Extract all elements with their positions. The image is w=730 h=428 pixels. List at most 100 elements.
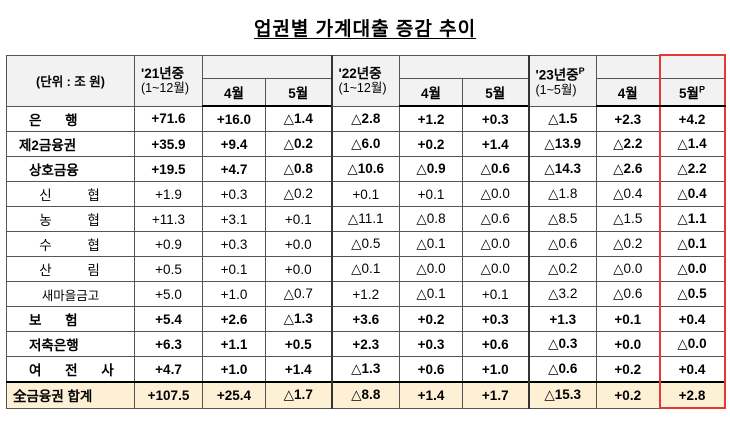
table-cell: +0.2	[596, 356, 660, 383]
table-cell: +16.0	[202, 105, 266, 132]
table-cell: +0.1	[330, 181, 400, 207]
table-cell: +0.3	[202, 181, 266, 207]
header-2022-apr: 4월	[399, 78, 463, 107]
table-cell: △0.6	[462, 156, 529, 182]
table-cell: △8.5	[527, 206, 597, 232]
table-row: 제2금융권 +35.9 +9.4 △0.2 △6.0 +0.2 +1.4 △13.9 △2.2 △…	[6, 131, 726, 157]
table-cell: △0.2	[265, 131, 332, 157]
table-cell: △11.1	[330, 206, 400, 232]
table-cell: +1.2	[330, 281, 400, 307]
table-cell: △1.4	[265, 105, 332, 132]
table-cell: +71.6	[134, 105, 203, 132]
table-cell: △0.3	[527, 331, 597, 357]
table-cell: +0.6	[399, 356, 463, 383]
total-row: 全금융권 합계 +107.5 +25.4 △1.7 △8.8 +1.4 +1.7 △15.3 +…	[6, 381, 726, 409]
table-cell: △1.8	[527, 181, 597, 207]
table-cell: △1.1	[658, 206, 726, 232]
table-cell: △0.6	[527, 356, 597, 383]
table-cell: △13.9	[527, 131, 597, 157]
table-cell: +3.1	[202, 206, 266, 232]
total-cell: +0.2	[596, 381, 660, 409]
table-cell: △0.7	[265, 281, 332, 307]
table-cell: △2.8	[330, 105, 400, 132]
table-cell: +6.3	[134, 331, 203, 357]
table-cell: △1.4	[658, 131, 726, 157]
row-label: 수 협	[6, 231, 135, 257]
table-cell: △0.4	[658, 181, 726, 207]
header-2021: '21년중 (1~12월)	[134, 54, 203, 107]
row-label: 상호금융	[6, 156, 135, 182]
total-cell: +25.4	[202, 381, 266, 409]
header-2022: '22년중 (1~12월)	[330, 54, 400, 107]
table-cell: +1.9	[134, 181, 203, 207]
table-row: 농 협 +11.3 +3.1 +0.1 △11.1 △0.8 △0.6 △8.5 △1.5 △1.…	[6, 206, 726, 232]
table-cell: △10.6	[330, 156, 400, 182]
table-cell: +0.5	[265, 331, 332, 357]
table-cell: △2.2	[658, 156, 726, 182]
table-cell: △2.6	[596, 156, 660, 182]
table-cell: △0.8	[399, 206, 463, 232]
table-cell: △3.2	[527, 281, 597, 307]
table-cell: △0.5	[658, 281, 726, 307]
header-2021-may: 5월	[265, 78, 332, 107]
table-cell: +0.1	[399, 181, 463, 207]
total-cell: △15.3	[527, 381, 597, 409]
table-row: 신 협 +1.9 +0.3 △0.2 +0.1 +0.1 △0.0 △1.8 △0.4 △0.4	[6, 181, 726, 207]
total-label: 全금융권 합계	[6, 381, 135, 409]
table-cell: △0.5	[330, 231, 400, 257]
table-cell: △1.5	[596, 206, 660, 232]
table-cell: △0.0	[658, 331, 726, 357]
table-cell: +0.3	[462, 306, 529, 332]
table-cell: +9.4	[202, 131, 266, 157]
table-cell: +0.2	[399, 306, 463, 332]
table-cell: +19.5	[134, 156, 203, 182]
table-row: 은 행 +71.6 +16.0 △1.4 △2.8 +1.2 +0.3 △1.5 +2.3 +4.…	[6, 105, 726, 132]
table-cell: △0.8	[265, 156, 332, 182]
row-label: 은 행	[6, 105, 135, 132]
table-cell: +1.0	[462, 356, 529, 383]
total-cell: +1.4	[399, 381, 463, 409]
table-cell: +11.3	[134, 206, 203, 232]
table-cell: +0.1	[202, 256, 266, 282]
table-cell: +35.9	[134, 131, 203, 157]
household-loan-table: (단위 : 조 원) '21년중 (1~12월) '22년중 (1~12월) '23…	[6, 54, 726, 409]
table-cell: △0.0	[462, 256, 529, 282]
table-cell: △1.3	[265, 306, 332, 332]
table-row: 저축은행 +6.3 +1.1 +0.5 +2.3 +0.3 +0.6 △0.3 +0.0 △0.0	[6, 331, 726, 357]
row-label: 보 험	[6, 306, 135, 332]
table-cell: +0.0	[265, 256, 332, 282]
table-cell: +0.4	[658, 356, 726, 383]
table-cell: +0.2	[399, 131, 463, 157]
header-2022-may: 5월	[462, 78, 529, 107]
table-cell: △0.6	[527, 231, 597, 257]
table-cell: +0.3	[202, 231, 266, 257]
table-row: 산 림 +0.5 +0.1 +0.0 △0.1 △0.0 △0.0 △0.2 △0.0 △0.0	[6, 256, 726, 282]
row-label: 저축은행	[6, 331, 135, 357]
table-cell: +5.4	[134, 306, 203, 332]
table-cell: +4.7	[202, 156, 266, 182]
table-cell: +2.6	[202, 306, 266, 332]
header-2021-apr: 4월	[202, 78, 266, 107]
table-cell: △0.2	[527, 256, 597, 282]
table-cell: +0.4	[658, 306, 726, 332]
table-cell: +0.1	[596, 306, 660, 332]
table-cell: +0.9	[134, 231, 203, 257]
table-cell: △0.1	[399, 281, 463, 307]
table-cell: △0.0	[596, 256, 660, 282]
table-cell: △0.1	[330, 256, 400, 282]
table-cell: +0.6	[462, 331, 529, 357]
row-label: 신 협	[6, 181, 135, 207]
table-cell: +3.6	[330, 306, 400, 332]
unit-label: (단위 : 조 원)	[6, 54, 135, 107]
header-2023-apr: 4월	[596, 78, 660, 107]
total-cell: +107.5	[134, 381, 203, 409]
table-cell: △0.6	[462, 206, 529, 232]
row-label: 새마을금고	[6, 281, 135, 307]
table-cell: △1.5	[527, 105, 597, 132]
total-cell: △1.7	[265, 381, 332, 409]
table-cell: △0.2	[265, 181, 332, 207]
table-row: 여 전 사 +4.7 +1.0 +1.4 △1.3 +0.6 +1.0 △0.6 +0.2 +0.…	[6, 356, 726, 383]
table-cell: △6.0	[330, 131, 400, 157]
table-cell: +1.0	[202, 281, 266, 307]
table-cell: +0.0	[265, 231, 332, 257]
